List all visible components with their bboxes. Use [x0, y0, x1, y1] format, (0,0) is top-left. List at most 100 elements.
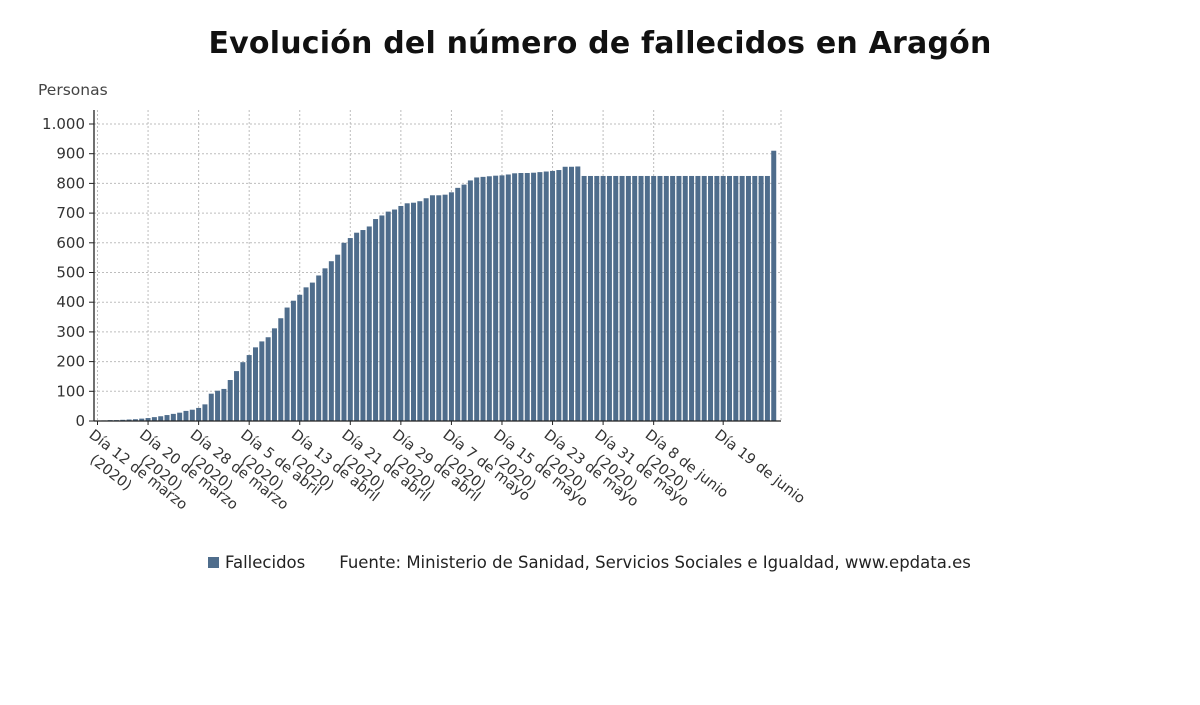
legend-series-label: Fallecidos: [225, 552, 306, 572]
y-tick-labels: 0 100 200 300 400 500 600 700 800 900 1.000: [42, 115, 85, 430]
bar: [587, 175, 593, 421]
bar: [455, 187, 461, 421]
bar: [227, 380, 233, 421]
bar: [335, 254, 341, 421]
bar: [613, 175, 619, 421]
bar: [670, 175, 676, 421]
bar: [625, 175, 631, 421]
bars: [95, 150, 777, 422]
bar: [379, 215, 385, 421]
bar: [278, 318, 284, 421]
bar: [429, 195, 435, 421]
bar: [537, 172, 543, 421]
y-tick-label: 600: [56, 234, 85, 252]
bar: [461, 184, 467, 421]
bar: [714, 175, 720, 421]
bar: [524, 173, 530, 421]
bar: [657, 175, 663, 421]
bar: [758, 175, 764, 421]
bar: [531, 172, 537, 421]
bar: [689, 175, 695, 421]
bar: [177, 412, 183, 421]
bar: [550, 170, 556, 421]
legend: Fallecidos Fuente: Ministerio de Sanidad…: [208, 551, 971, 573]
y-tick-label: 0: [75, 412, 85, 430]
bar: [663, 175, 669, 421]
bar: [265, 337, 271, 421]
bar: [467, 180, 473, 421]
bar: [139, 418, 145, 421]
bar: [619, 175, 625, 421]
y-tick-label: 500: [56, 264, 85, 282]
bar: [328, 261, 334, 421]
bar: [347, 238, 353, 421]
bar: [132, 419, 138, 421]
bar: [385, 211, 391, 421]
bar: [720, 175, 726, 421]
bar: [215, 390, 221, 421]
bar: [518, 173, 524, 421]
bar: [752, 175, 758, 421]
y-tick-label: 800: [56, 174, 85, 192]
bar: [569, 166, 574, 421]
bar: [727, 175, 732, 421]
bar: [771, 150, 777, 422]
bar: [423, 198, 429, 421]
bar: [480, 176, 486, 421]
bar: [695, 175, 701, 421]
bar: [392, 209, 398, 421]
bar: [474, 177, 480, 421]
bar: [290, 300, 296, 421]
y-tick-label: 300: [56, 323, 85, 341]
bar: [234, 371, 240, 421]
bar: [284, 307, 290, 421]
bar: [303, 287, 309, 421]
bar: [170, 413, 176, 421]
bar: [158, 416, 164, 421]
bar: [562, 166, 568, 421]
bar: [448, 192, 454, 421]
bar: [373, 219, 379, 421]
bar: [594, 175, 600, 421]
bar: [316, 275, 322, 421]
y-tick-label: 400: [56, 293, 85, 311]
bar: [486, 176, 492, 421]
bar: [651, 175, 657, 421]
bar: [745, 175, 751, 421]
bar: [600, 175, 606, 421]
bar: [164, 415, 170, 421]
bar: [354, 232, 360, 421]
bar: [575, 166, 581, 421]
bar: [208, 393, 214, 421]
bar: [366, 226, 372, 421]
bar: [151, 417, 157, 421]
chart-title: Evolución del número de fallecidos en Ar…: [208, 26, 992, 61]
y-axis-title: Personas: [38, 81, 108, 99]
bar: [701, 175, 707, 421]
bar: [505, 174, 511, 421]
bar: [189, 409, 195, 421]
bar: [442, 194, 448, 421]
axes: [89, 110, 781, 425]
bar: [739, 175, 745, 421]
bar: [493, 175, 499, 421]
bar: [417, 201, 423, 421]
bar: [411, 202, 416, 421]
legend-swatch: [208, 556, 219, 568]
bar: [638, 175, 644, 421]
bar: [246, 355, 252, 421]
y-tick-label: 1.000: [42, 115, 85, 133]
bar: [398, 205, 404, 421]
y-tick-label: 900: [56, 145, 85, 163]
bar: [221, 388, 227, 421]
bar: [733, 175, 739, 421]
y-tick-label: 700: [56, 204, 85, 222]
bar: [341, 242, 347, 421]
bar: [632, 175, 638, 421]
y-tick-label: 200: [56, 353, 85, 371]
bar: [322, 268, 328, 421]
bar: [581, 175, 587, 421]
bar: [682, 175, 688, 421]
bar: [606, 175, 612, 421]
